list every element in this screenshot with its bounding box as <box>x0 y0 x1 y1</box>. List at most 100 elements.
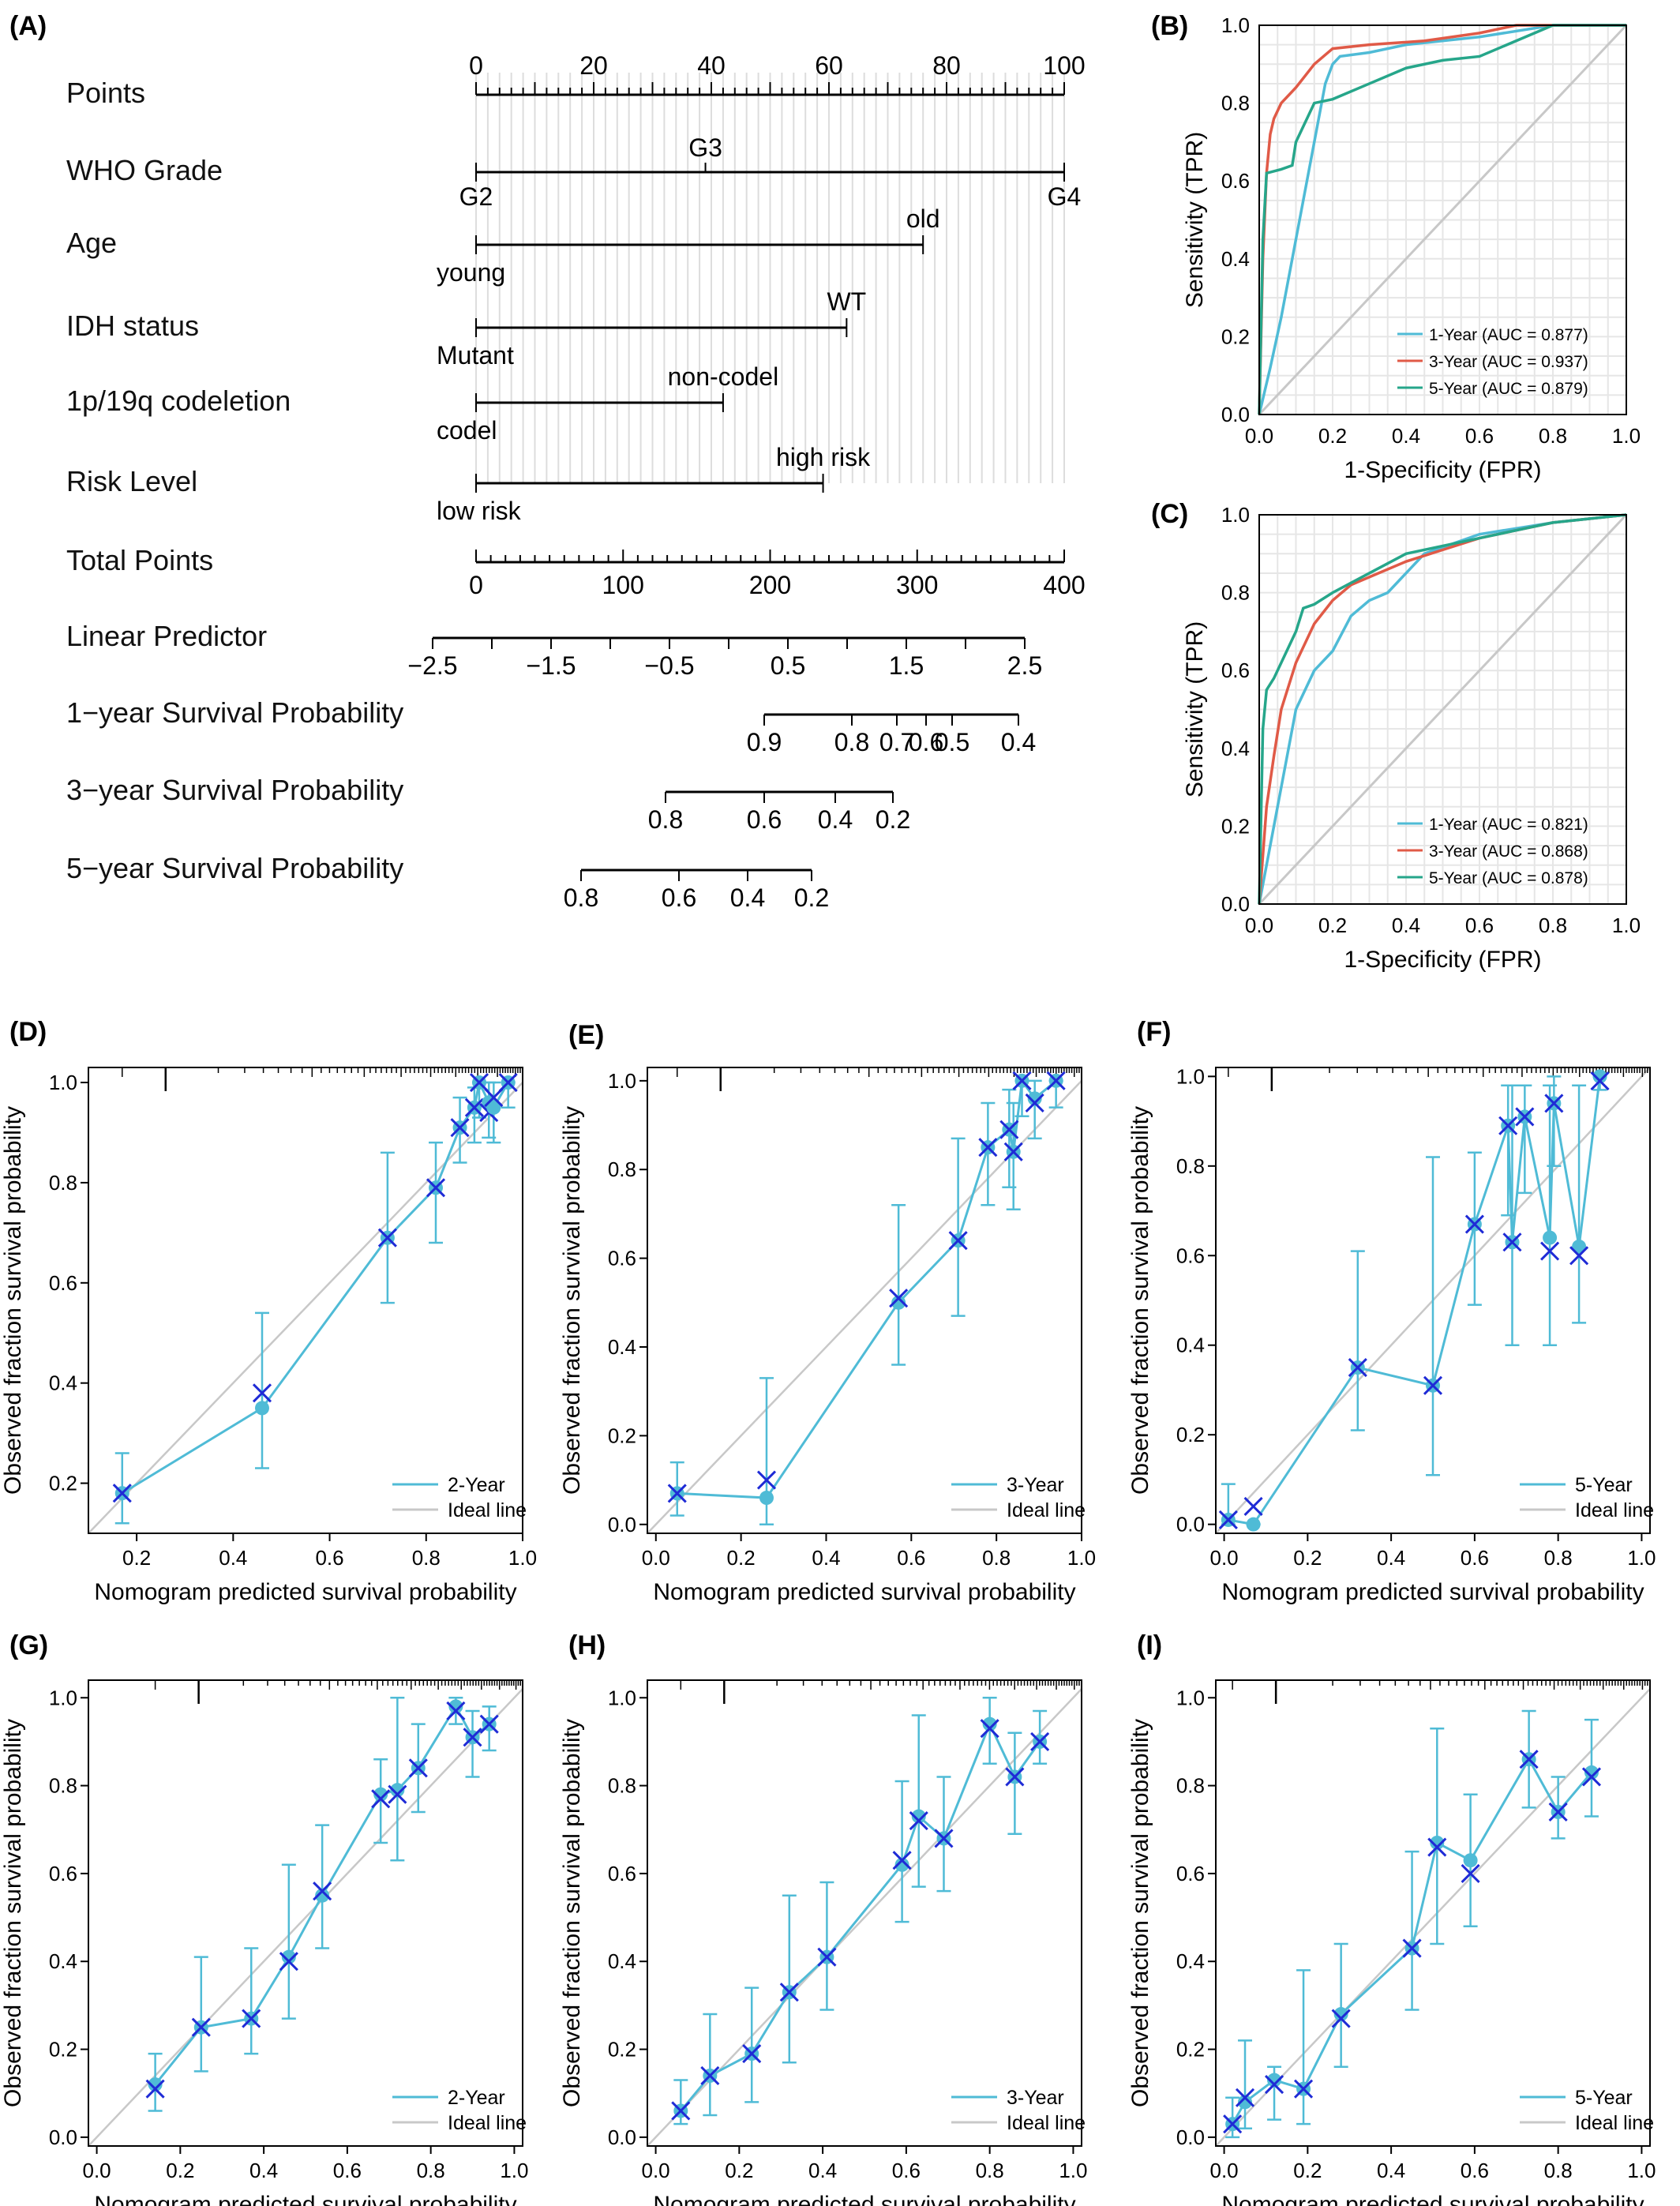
y-tick-label: 0.6 <box>1176 1244 1205 1267</box>
y-tick-label: 0.4 <box>49 1949 77 1973</box>
x-tick-label: 0.6 <box>1465 424 1494 448</box>
x-tick-label: 1.0 <box>508 1546 537 1570</box>
bias-corrected-marker <box>145 2079 165 2099</box>
points-tick-label: 100 <box>1043 51 1085 80</box>
bias-corrected-marker <box>1264 2075 1284 2095</box>
x-tick-label: 0.4 <box>1392 424 1420 448</box>
observed-point <box>1027 1091 1042 1106</box>
bias-corrected-marker <box>1331 2009 1351 2028</box>
x-axis-label: Nomogram predicted survival probability <box>1221 2192 1644 2206</box>
observed-point <box>1238 2095 1253 2110</box>
observed-point <box>281 1949 296 1964</box>
observed-point <box>1463 1853 1478 1868</box>
x-tick-label: 0.2 <box>1293 1546 1322 1570</box>
ideal-line <box>1215 1688 1651 2147</box>
roc-curve <box>1258 24 1626 415</box>
linear-predictor-tick-label: −0.5 <box>644 651 694 680</box>
nomogram-level-label: low risk <box>437 497 522 525</box>
observed-point <box>1584 1765 1599 1780</box>
bias-corrected-marker <box>446 1701 466 1721</box>
panel-label: (D) <box>9 1017 47 1047</box>
calibration-chart: 0.0 0.2 0.4 0.6 0.8 1.0 0.0 0.2 0.4 0.6 0.8 1.0 Nomo… <box>1127 1679 1656 2206</box>
y-tick-label: 0.2 <box>1176 1423 1205 1446</box>
bias-corrected-marker <box>1030 1731 1050 1751</box>
x-tick-label: 0.4 <box>219 1546 247 1570</box>
y-tick-label: 0.0 <box>1221 403 1250 426</box>
x-tick-label: 0.8 <box>412 1546 441 1570</box>
x-tick-label: 0.0 <box>82 2159 111 2182</box>
bias-corrected-marker <box>1461 1863 1480 1883</box>
survival-tick-label: 0.7 <box>879 728 914 756</box>
panel-label: (A) <box>9 11 47 41</box>
x-tick-label: 0.8 <box>1544 2159 1573 2182</box>
nomogram-level-label: high risk <box>776 443 871 471</box>
legend-label: 5-Year <box>1575 1474 1633 1496</box>
y-tick-label: 0.2 <box>49 2038 77 2062</box>
bias-corrected-marker <box>1005 1767 1025 1787</box>
panel-label: (F) <box>1137 1017 1171 1047</box>
x-tick-label: 0.0 <box>1209 1546 1238 1570</box>
x-tick-label: 0.6 <box>1461 2159 1489 2182</box>
y-tick-label: 0.0 <box>608 2125 636 2149</box>
legend-label: 2-Year <box>448 2087 505 2109</box>
bias-corrected-marker <box>779 1983 799 2002</box>
y-axis-label: Observed fraction survival probability <box>559 1106 585 1495</box>
legend-label: 1-Year (AUC = 0.877) <box>1429 326 1588 344</box>
bias-corrected-marker <box>1548 1802 1568 1822</box>
calibration-chart: 0.0 0.2 0.4 0.6 0.8 1.0 0.0 0.2 0.4 0.6 0.8 1.0 Nomo… <box>0 1679 529 2206</box>
calibration-chart: 0.0 0.2 0.4 0.6 0.8 1.0 0.0 0.2 0.4 0.6 0.8 1.0 Nomo… <box>1127 1064 1656 1605</box>
nomogram-level-label: G3 <box>688 133 722 162</box>
bias-corrected-marker <box>408 1758 428 1778</box>
panel-label: (B) <box>1151 11 1188 41</box>
nomogram-panel: Points WHO Grade Age IDH status 1p/19q codel… <box>66 51 1086 912</box>
observed-point <box>911 1809 926 1824</box>
x-tick-label: 0.2 <box>122 1546 151 1570</box>
x-tick-label: 1.0 <box>500 2159 528 2182</box>
y-tick-label: 0.0 <box>608 1513 636 1536</box>
observed-point <box>891 1295 906 1310</box>
survival-tick-label: 0.9 <box>747 728 782 756</box>
plot-border <box>647 1067 1082 1534</box>
y-tick-label: 0.6 <box>1221 169 1250 193</box>
x-axis-label: Nomogram predicted survival probability <box>653 1579 1075 1605</box>
y-tick-label: 1.0 <box>1176 1686 1205 1709</box>
y-tick-label: 0.8 <box>49 1171 77 1195</box>
y-tick-label: 1.0 <box>1221 13 1250 37</box>
bias-corrected-marker <box>934 1829 954 1848</box>
diagonal-line <box>1258 513 1628 906</box>
y-tick-label: 1.0 <box>49 1686 77 1709</box>
legend-label: 3-Year (AUC = 0.868) <box>1429 842 1588 861</box>
y-tick-label: 0.4 <box>1176 1949 1205 1973</box>
panel-label: (H) <box>568 1630 606 1660</box>
bias-corrected-marker <box>1025 1093 1044 1113</box>
chart-panels: (A) (B)(C)(D) (E) (F)(G) (H) (I)0.00.00.20.20… <box>0 11 1656 2206</box>
observed-point <box>255 1401 269 1416</box>
survival-tick-label: 0.4 <box>818 805 853 834</box>
x-tick-label: 0.0 <box>641 2159 669 2182</box>
y-tick-label: 0.6 <box>1221 658 1250 682</box>
x-tick-label: 0.0 <box>642 1546 670 1570</box>
bias-corrected-marker <box>742 2044 762 2064</box>
roc-curve <box>1258 24 1626 415</box>
x-tick-label: 0.4 <box>249 2159 278 2182</box>
y-tick-label: 0.4 <box>1221 247 1250 271</box>
x-tick-label: 1.0 <box>1627 2159 1656 2182</box>
nomogram-level-label: codel <box>437 416 497 445</box>
bias-corrected-marker <box>1544 1094 1564 1113</box>
nomogram-row-label: Age <box>66 227 117 259</box>
calibration-line <box>677 1077 1057 1499</box>
nomogram-row-label: 3−year Survival Probability <box>66 774 403 806</box>
legend-label: Ideal line <box>1007 2112 1086 2134</box>
survival-tick-label: 0.2 <box>876 805 910 834</box>
legend-label: 5-Year <box>1575 2087 1633 2109</box>
linear-predictor-tick-label: 2.5 <box>1007 651 1042 680</box>
observed-point <box>315 1888 330 1903</box>
bias-corrected-marker <box>252 1383 272 1403</box>
bias-corrected-marker <box>1003 1142 1023 1161</box>
y-tick-label: 1.0 <box>608 1686 636 1709</box>
observed-point <box>448 1699 463 1714</box>
plot-border <box>1215 1679 1651 2147</box>
nomogram-level-label: young <box>437 258 505 287</box>
x-tick-label: 0.2 <box>725 2159 753 2182</box>
